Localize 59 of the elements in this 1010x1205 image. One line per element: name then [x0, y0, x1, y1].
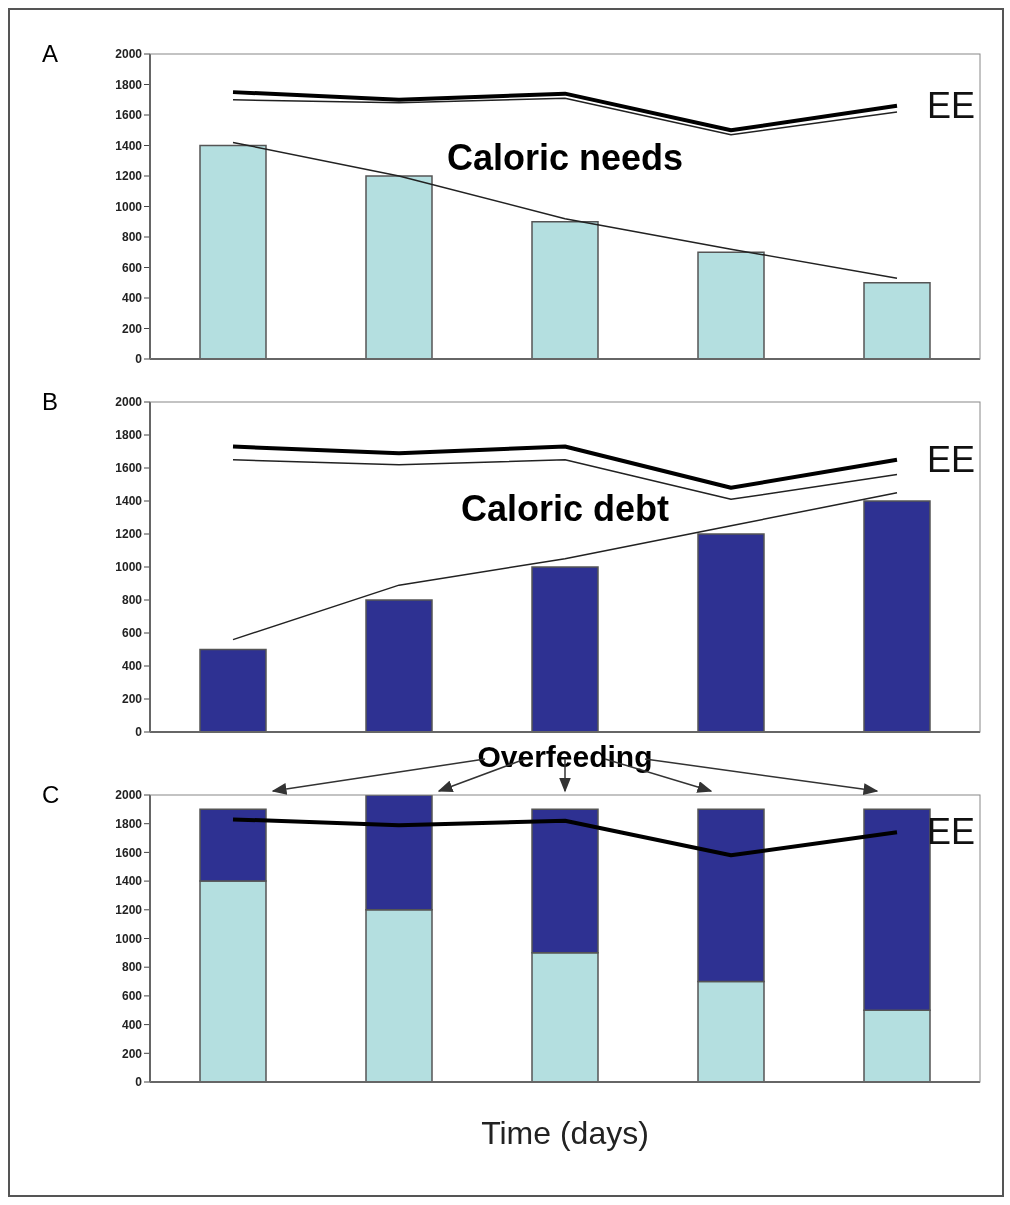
- y-tick-label: 800: [121, 593, 143, 608]
- y-tick-label: 1800: [115, 428, 143, 443]
- y-tick-label: 1000: [115, 560, 143, 575]
- y-tick-label: 0: [135, 1075, 143, 1090]
- y-tick-label: 1000: [115, 931, 143, 946]
- x-axis-title: Time (days): [481, 1115, 649, 1151]
- annotation: Caloric debt: [460, 488, 670, 530]
- bar: [199, 144, 267, 359]
- bar: [531, 221, 599, 359]
- series-label: EE: [927, 811, 976, 853]
- y-tick-label: 200: [121, 692, 143, 707]
- y-tick-label: 1600: [115, 461, 143, 476]
- bar: [863, 500, 931, 732]
- bar: [365, 599, 433, 732]
- y-tick-label: 1600: [115, 108, 143, 123]
- line-series: [231, 444, 899, 490]
- bar: [697, 251, 765, 359]
- y-tick-label: 1200: [115, 169, 143, 184]
- bar: [863, 282, 931, 359]
- y-tick-label: 2000: [115, 788, 143, 803]
- y-tick-label: 1200: [115, 527, 143, 542]
- y-tick-label: 0: [135, 725, 143, 740]
- y-tick-label: 400: [121, 1017, 143, 1032]
- line-series: [232, 492, 898, 641]
- y-tick-label: 400: [121, 659, 143, 674]
- y-tick-label: 1800: [115, 77, 143, 92]
- y-tick-label: 1000: [115, 199, 143, 214]
- y-tick-label: 1600: [115, 845, 143, 860]
- y-tick-label: 400: [121, 291, 143, 306]
- series-label: EE: [927, 438, 976, 480]
- series-label: EE: [927, 84, 976, 126]
- y-tick-label: 600: [121, 989, 143, 1004]
- line-series: [231, 90, 899, 133]
- bar: [697, 533, 765, 732]
- y-tick-label: 0: [135, 352, 143, 367]
- bar: [531, 566, 599, 732]
- chart-title: A: [42, 40, 59, 68]
- y-tick-label: 1400: [115, 874, 143, 889]
- y-tick-label: 600: [121, 260, 143, 275]
- annotation: Caloric needs: [446, 137, 684, 179]
- bar: [199, 648, 267, 732]
- y-tick-label: 800: [121, 230, 143, 245]
- y-tick-label: 2000: [115, 395, 143, 410]
- chart-title: B: [42, 388, 59, 416]
- y-tick-label: 200: [121, 1046, 143, 1061]
- y-tick-label: 1400: [115, 494, 143, 509]
- y-tick-label: 200: [121, 321, 143, 336]
- line-series: [231, 817, 899, 858]
- y-tick-label: 600: [121, 626, 143, 641]
- y-tick-label: 800: [121, 960, 143, 975]
- line-series: [232, 97, 898, 136]
- text: Overfeeding: [477, 740, 653, 773]
- y-tick-label: 1200: [115, 903, 143, 918]
- y-tick-label: 1400: [115, 138, 143, 153]
- line-series: [232, 141, 898, 279]
- y-tick-label: 2000: [115, 47, 143, 62]
- bar: [365, 175, 433, 359]
- chart-title: C: [42, 781, 60, 809]
- y-tick-label: 1800: [115, 816, 143, 831]
